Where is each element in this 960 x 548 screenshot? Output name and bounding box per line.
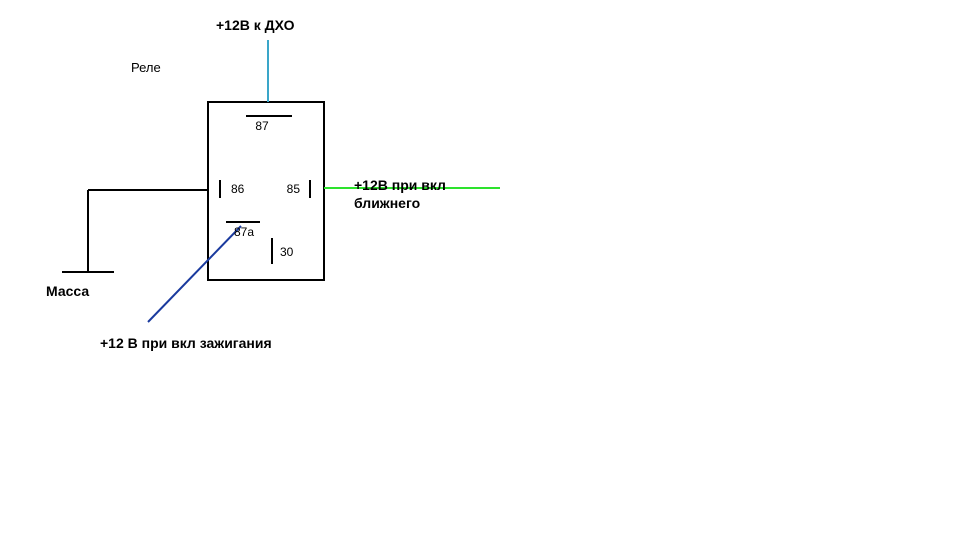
pin-86-label: 86 [231,182,245,196]
right-label-line2: ближнего [354,195,420,211]
wire-bottom [148,226,241,322]
pin-85-label: 85 [287,182,301,196]
pin-30-label: 30 [280,245,294,259]
relay-label: Реле [131,60,161,75]
left-label: Масса [46,283,89,299]
pin-87-label: 87 [255,119,269,133]
pin-87a-label: 87a [234,225,254,239]
relay-diagram: 87 86 85 87a 30 Реле +12В к ДХО Масса +1… [0,0,960,548]
right-label-line1: +12В при вкл [354,177,446,193]
bottom-label: +12 В при вкл зажигания [100,335,272,351]
top-label: +12В к ДХО [216,17,295,33]
